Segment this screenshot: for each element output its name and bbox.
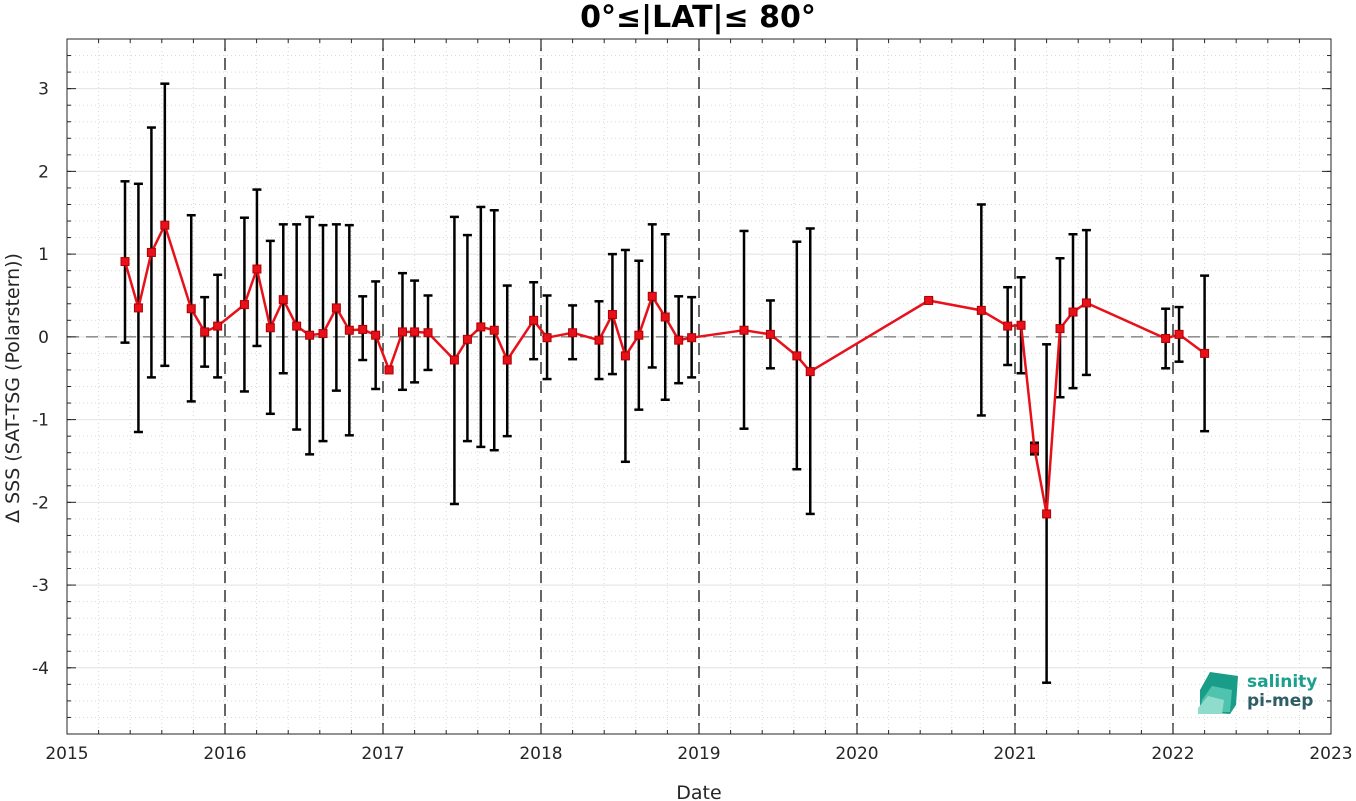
y-tick-label: 0 xyxy=(38,328,49,348)
y-tick-label: 2 xyxy=(38,162,49,182)
data-point-marker xyxy=(462,334,472,344)
data-point-marker xyxy=(371,330,381,340)
tick-labels: 2015 2016 2017 2018 2019 2020 2021 2022 2023 3 2 1 0… xyxy=(32,80,1353,764)
data-point-marker xyxy=(292,321,302,331)
wave-logo-icon xyxy=(1198,672,1238,714)
y-tick-label: 3 xyxy=(38,80,49,100)
error-bars xyxy=(120,82,1210,684)
x-tick-label: 2015 xyxy=(45,744,88,764)
data-point-marker xyxy=(647,291,657,301)
data-point-marker xyxy=(1055,324,1065,334)
logo-text-pimep: pi-mep xyxy=(1247,691,1313,711)
data-point-marker xyxy=(765,329,775,339)
x-tick-label: 2023 xyxy=(1309,744,1352,764)
data-point-marker xyxy=(476,322,486,332)
data-point-marker xyxy=(620,351,630,361)
data-point-marker xyxy=(397,327,407,337)
data-point-marker xyxy=(1003,321,1013,331)
y-tick-label: -2 xyxy=(32,493,49,513)
data-point-marker xyxy=(674,335,684,345)
data-point-marker xyxy=(133,303,143,313)
data-point-marker xyxy=(265,323,275,333)
data-point-marker xyxy=(529,315,539,325)
data-point-marker xyxy=(976,305,986,315)
data-point-marker xyxy=(792,351,802,361)
series-points xyxy=(120,220,1210,519)
data-point-marker xyxy=(344,325,354,335)
data-point-marker xyxy=(278,295,288,305)
data-point-marker xyxy=(660,312,670,322)
data-point-marker xyxy=(542,333,552,343)
x-tick-label: 2020 xyxy=(835,744,878,764)
logo-text-salinity: salinity xyxy=(1247,672,1317,692)
y-axis-label: Δ SSS (SAT-TSG (Polarstern)) xyxy=(2,253,24,523)
data-point-marker xyxy=(1068,307,1078,317)
x-tick-label: 2019 xyxy=(677,744,720,764)
data-point-marker xyxy=(805,367,815,377)
reference-lines xyxy=(67,39,1331,734)
data-point-marker xyxy=(120,257,130,267)
x-tick-label: 2017 xyxy=(361,744,404,764)
x-tick-label: 2022 xyxy=(1151,744,1194,764)
data-point-marker xyxy=(1029,444,1039,454)
data-point-marker xyxy=(213,321,223,331)
y-tick-label: -1 xyxy=(32,411,49,431)
data-point-marker xyxy=(358,324,368,334)
x-tick-label: 2021 xyxy=(993,744,1036,764)
data-point-marker xyxy=(410,327,420,337)
data-point-marker xyxy=(146,247,156,257)
data-point-marker xyxy=(384,365,394,375)
x-axis-label: Date xyxy=(676,782,721,801)
data-point-marker xyxy=(331,303,341,313)
data-point-marker xyxy=(160,220,170,230)
data-point-marker xyxy=(423,328,433,338)
data-point-marker xyxy=(924,295,934,305)
data-point-marker xyxy=(318,329,328,339)
data-point-marker xyxy=(634,330,644,340)
data-point-marker xyxy=(1174,329,1184,339)
data-point-marker xyxy=(252,264,262,274)
data-point-marker xyxy=(1042,509,1052,519)
data-point-marker xyxy=(186,304,196,314)
data-point-marker xyxy=(1200,348,1210,358)
y-tick-label: -4 xyxy=(32,659,49,679)
data-point-marker xyxy=(305,330,315,340)
data-point-marker xyxy=(449,355,459,365)
y-tick-label: 1 xyxy=(38,245,49,265)
data-point-marker xyxy=(489,325,499,335)
data-point-marker xyxy=(594,335,604,345)
salinity-pimep-logo: salinity pi-mep xyxy=(1198,672,1317,714)
x-tick-label: 2016 xyxy=(203,744,246,764)
data-point-marker xyxy=(1016,320,1026,330)
data-point-marker xyxy=(568,328,578,338)
data-point-marker xyxy=(239,300,249,310)
y-tick-label: -3 xyxy=(32,576,49,596)
chart-title: 0°≤|LAT|≤ 80° xyxy=(580,0,816,35)
data-point-marker xyxy=(739,325,749,335)
data-point-marker xyxy=(1081,298,1091,308)
data-point-marker xyxy=(607,310,617,320)
axes xyxy=(66,38,1332,735)
x-tick-label: 2018 xyxy=(519,744,562,764)
data-point-marker xyxy=(200,327,210,337)
data-point-marker xyxy=(687,333,697,343)
data-point-marker xyxy=(502,355,512,365)
data-point-marker xyxy=(1161,334,1171,344)
